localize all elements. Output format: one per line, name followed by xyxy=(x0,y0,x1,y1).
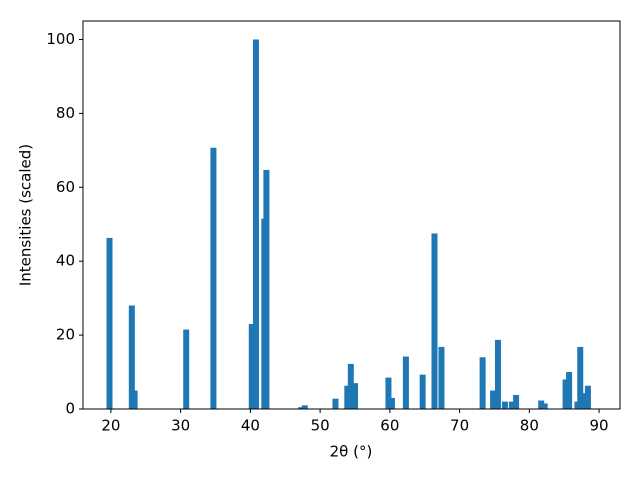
bar xyxy=(252,39,259,409)
x-axis-label: 2θ (°) xyxy=(330,443,373,461)
bar xyxy=(351,383,358,409)
bar xyxy=(580,393,587,409)
bar xyxy=(301,405,308,409)
bar xyxy=(419,374,426,409)
bar xyxy=(562,379,569,409)
bar xyxy=(508,401,515,409)
x-tick-label: 50 xyxy=(311,417,330,435)
bar xyxy=(131,390,138,409)
x-tick-label: 40 xyxy=(241,417,260,435)
bar xyxy=(385,377,392,409)
y-axis-label: Intensities (scaled) xyxy=(17,144,35,286)
x-tick-label: 30 xyxy=(171,417,190,435)
bar xyxy=(566,372,573,409)
bar xyxy=(344,385,351,409)
bar xyxy=(438,346,445,409)
y-tick-label: 100 xyxy=(46,30,75,48)
x-tick-label: 70 xyxy=(450,417,469,435)
bar xyxy=(388,397,395,409)
bar xyxy=(210,147,217,409)
bar xyxy=(538,400,545,409)
bar xyxy=(490,390,497,409)
y-tick-label: 40 xyxy=(56,252,75,270)
bar xyxy=(106,237,113,409)
bar xyxy=(332,398,339,409)
bar xyxy=(183,329,190,409)
bar xyxy=(263,169,270,409)
bar xyxy=(128,305,135,409)
y-tick-label: 60 xyxy=(56,178,75,196)
x-tick-label: 60 xyxy=(380,417,399,435)
bar xyxy=(494,339,501,409)
y-tick-label: 20 xyxy=(56,326,75,344)
plot-frame xyxy=(82,20,621,410)
bar xyxy=(347,363,354,409)
bar xyxy=(479,357,486,409)
bar xyxy=(541,403,548,409)
bar xyxy=(501,401,508,409)
bar xyxy=(513,394,520,409)
x-tick-label: 90 xyxy=(590,417,609,435)
y-tick-label: 0 xyxy=(65,400,75,418)
bar xyxy=(431,233,438,409)
x-tick-label: 80 xyxy=(520,417,539,435)
x-tick-label: 20 xyxy=(101,417,120,435)
y-tick-label: 80 xyxy=(56,104,75,122)
bar xyxy=(584,385,591,409)
bar xyxy=(577,346,584,409)
bar xyxy=(298,407,305,409)
bar xyxy=(248,324,255,409)
bar xyxy=(402,356,409,409)
